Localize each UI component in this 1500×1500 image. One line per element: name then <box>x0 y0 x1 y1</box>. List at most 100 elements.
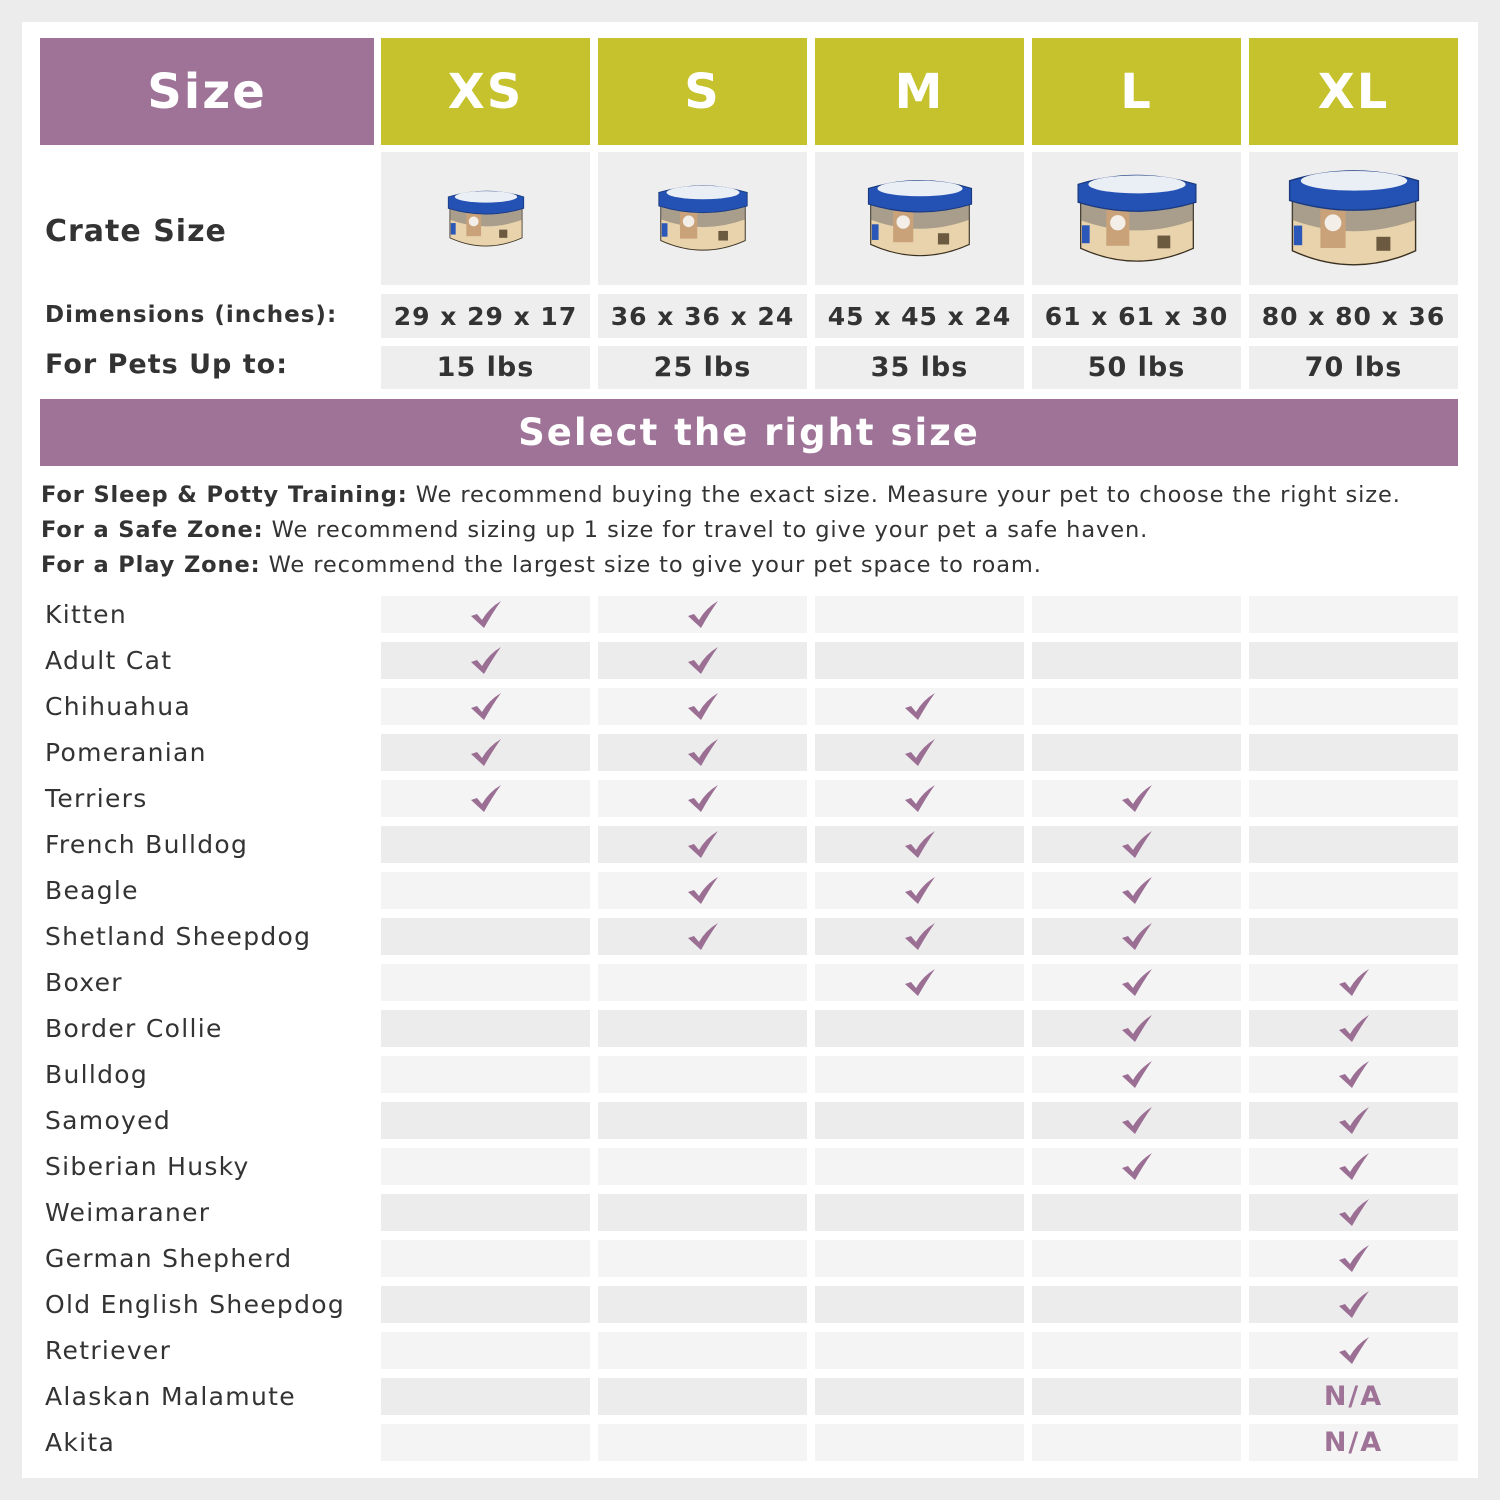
size-cell <box>1032 642 1241 679</box>
size-cell <box>598 1194 807 1231</box>
size-cell <box>598 826 807 863</box>
size-cell <box>1032 1194 1241 1231</box>
size-cell <box>1249 964 1458 1001</box>
size-cell <box>381 1286 590 1323</box>
crate-image-cell <box>598 152 807 285</box>
check-icon <box>1338 968 1369 996</box>
size-cell <box>598 1286 807 1323</box>
breed-label: Border Collie <box>45 1014 223 1043</box>
breed-label: French Bulldog <box>45 830 249 859</box>
size-cell <box>1249 1148 1458 1185</box>
size-cell <box>381 642 590 679</box>
check-icon <box>1338 1014 1369 1042</box>
check-icon <box>1121 968 1152 996</box>
check-icon <box>1121 830 1152 858</box>
recommendation-play-zone: For a Play Zone: We recommend the larges… <box>41 552 1042 578</box>
size-cell <box>1032 872 1241 909</box>
size-header-m: M <box>815 38 1024 145</box>
check-icon <box>470 600 501 628</box>
check-icon <box>1338 1336 1369 1364</box>
dimension-value: 45 x 45 x 24 <box>815 294 1024 338</box>
size-cell <box>381 1148 590 1185</box>
rec-label: For a Play Zone: <box>41 552 261 578</box>
crate-image-cell <box>381 152 590 285</box>
size-cell <box>815 1148 1024 1185</box>
check-icon <box>687 600 718 628</box>
rec-text: We recommend sizing up 1 size for travel… <box>263 517 1149 543</box>
size-cell <box>381 1056 590 1093</box>
size-cell <box>598 1240 807 1277</box>
size-cell <box>381 1240 590 1277</box>
size-cell <box>1032 1102 1241 1139</box>
check-icon <box>687 692 718 720</box>
dimension-value: 80 x 80 x 36 <box>1249 294 1458 338</box>
check-icon <box>1121 1152 1152 1180</box>
size-cell <box>598 918 807 955</box>
size-cell <box>1249 1286 1458 1323</box>
size-cell <box>815 1056 1024 1093</box>
crate-image <box>867 179 972 256</box>
rec-text: We recommend buying the exact size. Meas… <box>407 482 1401 508</box>
size-cell <box>381 964 590 1001</box>
breed-label: Alaskan Malamute <box>45 1382 296 1411</box>
size-cell <box>598 872 807 909</box>
size-cell <box>598 688 807 725</box>
check-icon <box>1121 1060 1152 1088</box>
size-cell <box>598 1378 807 1415</box>
size-cell <box>598 1332 807 1369</box>
crate-image <box>657 185 748 251</box>
size-cell <box>1032 1378 1241 1415</box>
breed-label: Chihuahua <box>45 692 191 721</box>
check-icon <box>470 646 501 674</box>
size-cell <box>381 1378 590 1415</box>
size-cell <box>1249 1194 1458 1231</box>
crate-image-cell <box>815 152 1024 285</box>
size-cell <box>815 780 1024 817</box>
dimension-value: 61 x 61 x 30 <box>1032 294 1241 338</box>
size-cell <box>1032 1286 1241 1323</box>
rec-label: For Sleep & Potty Training: <box>41 482 408 508</box>
breed-label: German Shepherd <box>45 1244 293 1273</box>
size-cell <box>1249 918 1458 955</box>
size-cell <box>1249 780 1458 817</box>
size-cell <box>1249 1010 1458 1047</box>
breed-label: Bulldog <box>45 1060 149 1089</box>
check-icon <box>904 830 935 858</box>
breed-label: Akita <box>45 1428 116 1457</box>
check-icon <box>904 968 935 996</box>
size-cell <box>815 826 1024 863</box>
crate-image <box>447 190 524 246</box>
pet-weight-value: 50 lbs <box>1032 346 1241 389</box>
breed-label: Kitten <box>45 600 127 629</box>
check-icon <box>1121 1106 1152 1134</box>
size-cell <box>1032 688 1241 725</box>
breed-label: Pomeranian <box>45 738 207 767</box>
check-icon <box>904 692 935 720</box>
size-cell <box>381 1332 590 1369</box>
check-icon <box>470 784 501 812</box>
size-cell <box>598 734 807 771</box>
size-cell <box>1032 964 1241 1001</box>
size-cell <box>815 1424 1024 1461</box>
size-cell <box>1249 1332 1458 1369</box>
size-cell <box>815 642 1024 679</box>
size-cell: N/A <box>1249 1378 1458 1415</box>
size-cell <box>1032 780 1241 817</box>
size-cell <box>1032 1240 1241 1277</box>
crate-image <box>1288 170 1419 266</box>
pet-weight-value: 35 lbs <box>815 346 1024 389</box>
crate-image-cell <box>1032 152 1241 285</box>
size-cell <box>815 872 1024 909</box>
breed-label: Retriever <box>45 1336 172 1365</box>
size-cell <box>381 1424 590 1461</box>
size-header-l: L <box>1032 38 1241 145</box>
check-icon <box>904 922 935 950</box>
size-cell <box>381 826 590 863</box>
size-cell <box>1032 1424 1241 1461</box>
pet-weight-value: 70 lbs <box>1249 346 1458 389</box>
size-cell <box>598 642 807 679</box>
dimensions-label: Dimensions (inches): <box>45 302 338 328</box>
breed-label: Samoyed <box>45 1106 171 1135</box>
size-cell <box>381 1194 590 1231</box>
size-cell <box>381 596 590 633</box>
